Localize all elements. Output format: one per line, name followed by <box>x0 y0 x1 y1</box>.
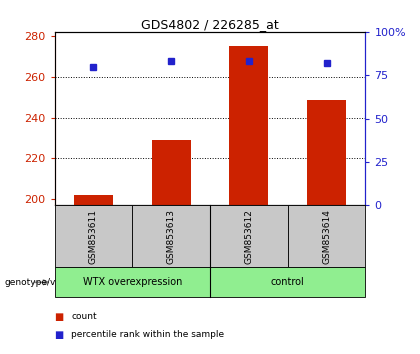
Text: percentile rank within the sample: percentile rank within the sample <box>71 330 225 339</box>
Text: GSM853613: GSM853613 <box>167 209 176 264</box>
Text: WTX overexpression: WTX overexpression <box>83 277 182 287</box>
Text: genotype/variation: genotype/variation <box>4 278 90 287</box>
Text: GSM853612: GSM853612 <box>244 209 253 264</box>
Bar <box>307 100 346 205</box>
Bar <box>152 140 191 205</box>
Bar <box>229 46 268 205</box>
Text: GSM853611: GSM853611 <box>89 209 98 264</box>
Text: count: count <box>71 312 97 321</box>
Text: GSM853614: GSM853614 <box>322 209 331 264</box>
Text: ■: ■ <box>55 330 64 339</box>
Bar <box>74 195 113 205</box>
Title: GDS4802 / 226285_at: GDS4802 / 226285_at <box>141 18 279 31</box>
Text: control: control <box>271 277 304 287</box>
Text: ■: ■ <box>55 312 64 322</box>
